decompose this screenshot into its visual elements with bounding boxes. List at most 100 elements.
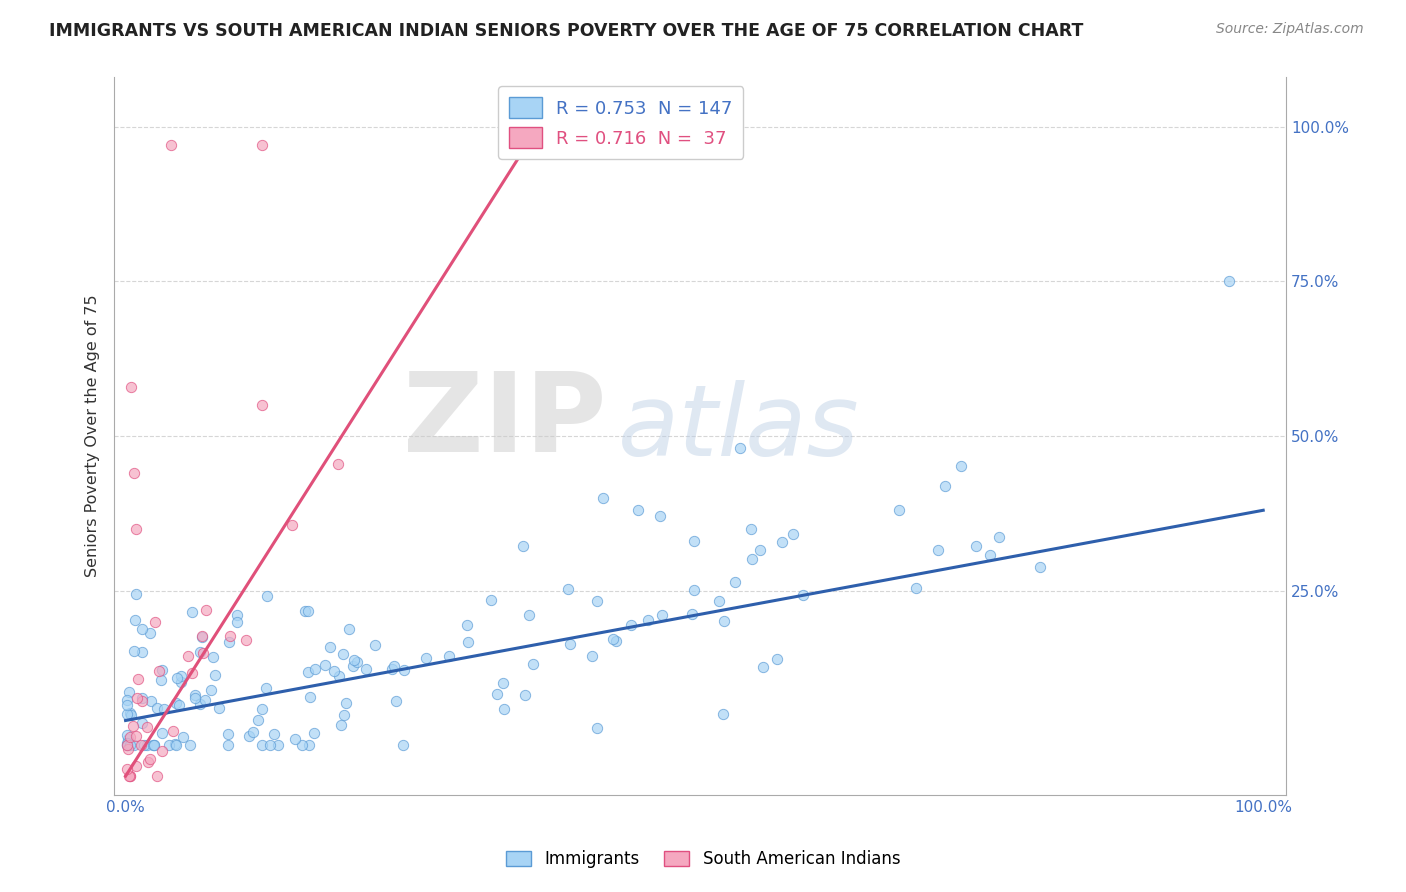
- Point: [934, 478, 956, 492]
- Point: [626, 503, 648, 517]
- Point: [250, 702, 273, 716]
- Point: [637, 613, 659, 627]
- Point: [707, 594, 730, 608]
- Point: [342, 653, 364, 667]
- Point: [740, 522, 762, 536]
- Point: [183, 691, 205, 706]
- Point: [131, 622, 153, 636]
- Point: [142, 738, 165, 752]
- Point: [122, 643, 145, 657]
- Point: [145, 769, 167, 783]
- Point: [620, 618, 643, 632]
- Point: [332, 647, 354, 661]
- Point: [225, 615, 247, 630]
- Point: [125, 522, 148, 536]
- Point: [121, 719, 143, 733]
- Point: [304, 662, 326, 676]
- Point: [118, 684, 141, 698]
- Point: [142, 738, 165, 752]
- Point: [394, 663, 416, 677]
- Point: [166, 671, 188, 685]
- Point: [741, 552, 763, 566]
- Point: [131, 690, 153, 705]
- Point: [291, 738, 314, 752]
- Point: [651, 608, 673, 623]
- Point: [145, 701, 167, 715]
- Point: [522, 657, 544, 672]
- Point: [184, 688, 207, 702]
- Point: [125, 759, 148, 773]
- Point: [988, 530, 1011, 544]
- Point: [115, 707, 138, 722]
- Point: [115, 728, 138, 742]
- Point: [120, 769, 142, 783]
- Point: [683, 534, 706, 549]
- Point: [118, 730, 141, 744]
- Point: [513, 689, 536, 703]
- Point: [190, 630, 212, 644]
- Point: [557, 582, 579, 596]
- Point: [256, 589, 278, 603]
- Point: [782, 527, 804, 541]
- Point: [202, 649, 225, 664]
- Point: [298, 690, 321, 704]
- Point: [115, 762, 138, 776]
- Point: [115, 738, 138, 752]
- Point: [792, 588, 814, 602]
- Text: IMMIGRANTS VS SOUTH AMERICAN INDIAN SENIORS POVERTY OVER THE AGE OF 75 CORRELATI: IMMIGRANTS VS SOUTH AMERICAN INDIAN SENI…: [49, 22, 1084, 40]
- Point: [179, 738, 201, 752]
- Point: [711, 707, 734, 722]
- Point: [131, 716, 153, 731]
- Point: [905, 581, 928, 595]
- Point: [160, 138, 183, 153]
- Point: [770, 534, 793, 549]
- Point: [602, 632, 624, 646]
- Point: [235, 633, 257, 648]
- Point: [208, 701, 231, 715]
- Point: [191, 646, 214, 660]
- Point: [650, 509, 672, 524]
- Point: [115, 693, 138, 707]
- Point: [124, 613, 146, 627]
- Point: [314, 657, 336, 672]
- Point: [585, 722, 607, 736]
- Point: [259, 738, 281, 752]
- Point: [456, 617, 478, 632]
- Point: [177, 649, 200, 664]
- Point: [491, 675, 513, 690]
- Point: [728, 442, 751, 456]
- Point: [136, 720, 159, 734]
- Point: [322, 665, 344, 679]
- Point: [384, 694, 406, 708]
- Point: [297, 665, 319, 680]
- Point: [346, 655, 368, 669]
- Point: [148, 664, 170, 678]
- Point: [139, 694, 162, 708]
- Text: ZIP: ZIP: [404, 368, 606, 475]
- Point: [592, 491, 614, 505]
- Point: [131, 693, 153, 707]
- Point: [682, 582, 704, 597]
- Point: [297, 604, 319, 618]
- Point: [204, 668, 226, 682]
- Point: [118, 738, 141, 752]
- Point: [153, 702, 176, 716]
- Point: [218, 635, 240, 649]
- Point: [318, 640, 340, 654]
- Point: [333, 708, 356, 723]
- Point: [172, 731, 194, 745]
- Point: [136, 738, 159, 752]
- Point: [152, 663, 174, 677]
- Point: [581, 648, 603, 663]
- Legend: R = 0.753  N = 147, R = 0.716  N =  37: R = 0.753 N = 147, R = 0.716 N = 37: [498, 87, 744, 159]
- Point: [165, 738, 187, 752]
- Point: [191, 629, 214, 643]
- Point: [152, 725, 174, 739]
- Point: [167, 698, 190, 712]
- Point: [766, 652, 789, 666]
- Point: [190, 645, 212, 659]
- Point: [217, 738, 239, 752]
- Point: [125, 587, 148, 601]
- Point: [492, 702, 515, 716]
- Point: [165, 697, 187, 711]
